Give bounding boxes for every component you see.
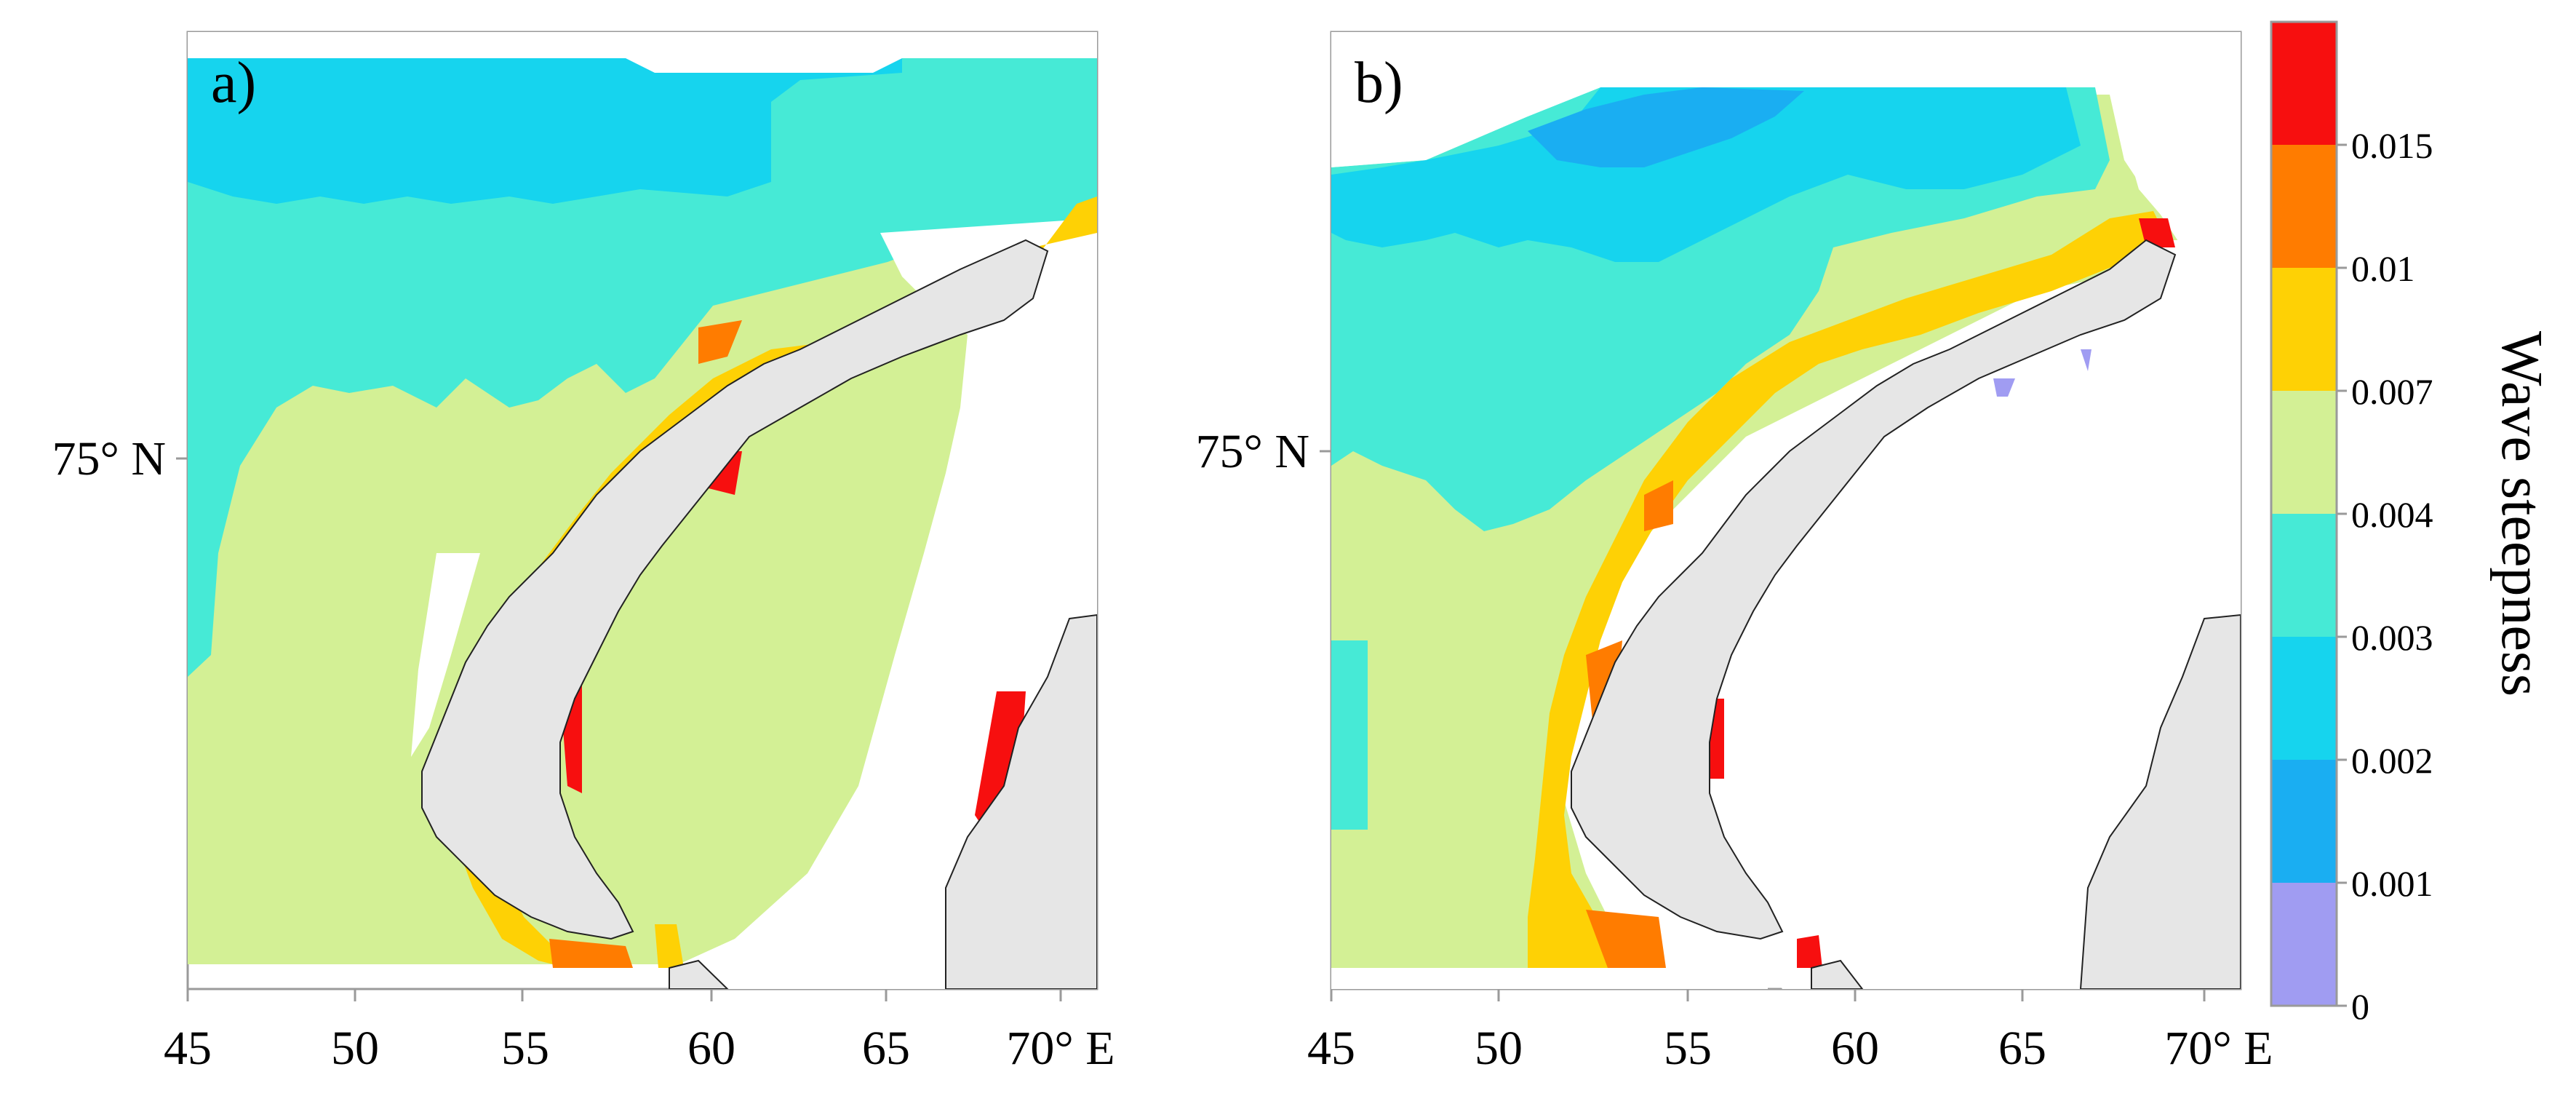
colorbar-band-0: [2271, 883, 2337, 1006]
panel-b-coast-purple-2: [2081, 349, 2091, 371]
panel-b-label: b): [1355, 51, 1403, 115]
panel-b-field-cyan: [1331, 87, 2081, 262]
colorbar-band-2: [2271, 637, 2337, 760]
panel-b-coast-orange-2: [1586, 910, 1666, 968]
panel-a-x-axis: [186, 989, 1062, 1001]
panel-b-xtick-60: 60: [1831, 1022, 1879, 1075]
panel-a-map: [188, 32, 1097, 989]
colorbar-label-0: 0: [2351, 986, 2369, 1027]
panel-b-xtick-55: 55: [1664, 1022, 1712, 1075]
panel-b-gap-north: [1331, 32, 2241, 240]
panel-b-xtick-50: 50: [1475, 1022, 1523, 1075]
panel-b-field-blue: [1528, 87, 1804, 167]
panel-b-gap-south: [1331, 968, 1768, 989]
colorbar-band-4: [2271, 391, 2337, 514]
panel-a-gap-top: [188, 32, 1097, 73]
panel-a-xtick-45: 45: [164, 1022, 212, 1075]
panel-a-land-yamal: [945, 613, 1097, 989]
panel-a-lat-label: 75° N: [52, 432, 166, 485]
panel-a-xtick-55: 55: [501, 1022, 549, 1075]
colorbar: 0 0.001 0.002 0.003 0.004 0.007 0.01 0.015 Wave…: [2270, 20, 2553, 1027]
panel-b-xtick-65: 65: [1998, 1022, 2046, 1075]
panel-a-field-turquoise: [188, 58, 1097, 677]
panel-b-x-axis: [1330, 989, 2206, 1001]
colorbar-band-1: [2271, 760, 2337, 883]
colorbar-label-1: 0.001: [2351, 863, 2433, 904]
panel-a-land-south: [669, 959, 729, 989]
panel-a-land-novaya-zemlya: [421, 239, 1049, 940]
colorbar-label-5: 0.007: [2351, 371, 2433, 412]
panel-b-xtick-45: 45: [1307, 1022, 1355, 1075]
panel-a-coast-orange-1: [698, 320, 742, 364]
panel-a-field-cyan: [188, 58, 902, 204]
colorbar-bands: [2271, 22, 2337, 1006]
panel-b: b) 45 50 55 60 65 70° E 75° N: [1195, 31, 2273, 1075]
colorbar-label-7: 0.015: [2351, 125, 2433, 166]
colorbar-labels: 0 0.001 0.002 0.003 0.004 0.007 0.01 0.015: [2337, 125, 2433, 1027]
panel-a-coast-orange-4: [655, 924, 684, 968]
panel-b-gap-east: [1760, 240, 2241, 989]
panel-b-coast-red-4: [1797, 935, 1822, 968]
panel-a-coast-orange-3: [549, 939, 633, 968]
colorbar-band-3: [2271, 514, 2337, 637]
panel-a-xtick-65: 65: [862, 1022, 910, 1075]
panel-b-land-south: [1811, 959, 1864, 989]
colorbar-title: Wave steepness: [2489, 331, 2553, 696]
colorbar-band-7: [2271, 22, 2337, 145]
colorbar-label-4: 0.004: [2351, 494, 2433, 535]
panel-b-coast-red-2: [2139, 218, 2175, 247]
panel-a-xtick-50: 50: [331, 1022, 379, 1075]
panel-b-lat-label: 75° N: [1195, 425, 1309, 478]
panel-b-land-novaya-zemlya: [1571, 239, 2177, 940]
panel-a: a) 45 50 55 60 65 70° E 75° N: [52, 31, 1115, 1075]
colorbar-band-6: [2271, 145, 2337, 268]
panel-a-gap-west: [411, 553, 480, 757]
colorbar-label-6: 0.01: [2351, 248, 2415, 289]
panel-b-coast-purple-1: [1993, 378, 2015, 397]
panel-b-map: [1331, 32, 2241, 989]
panel-b-coast-orange-3: [1644, 480, 1673, 531]
colorbar-label-3: 0.003: [2351, 617, 2433, 658]
colorbar-band-5: [2271, 268, 2337, 391]
panel-b-land-yamal: [2079, 613, 2241, 989]
panel-a-xtick-60: 60: [687, 1022, 735, 1075]
panel-b-xtick-70: 70° E: [2164, 1022, 2273, 1075]
panel-a-label: a): [211, 51, 256, 115]
panel-a-xtick-70: 70° E: [1006, 1022, 1114, 1075]
colorbar-label-2: 0.002: [2351, 740, 2433, 781]
panel-b-cyan-west: [1331, 640, 1368, 830]
